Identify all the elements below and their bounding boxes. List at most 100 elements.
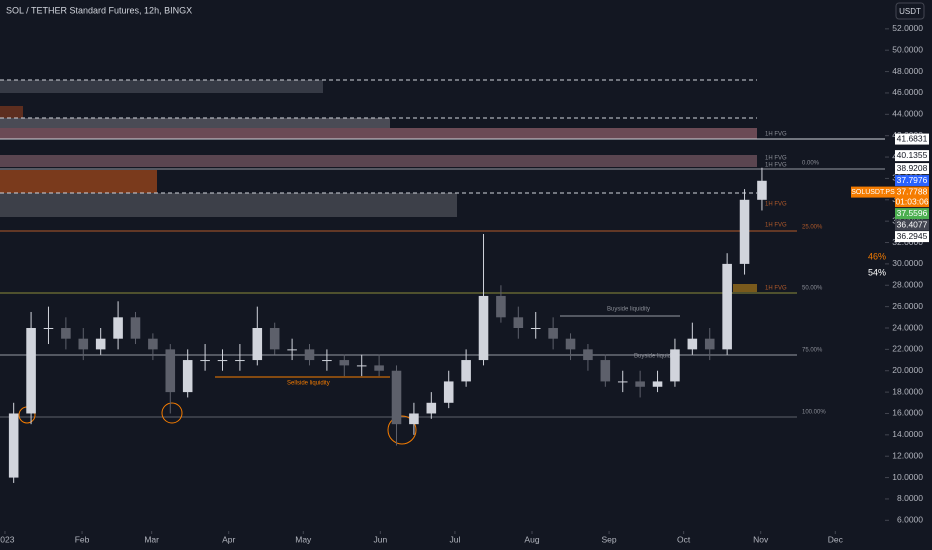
highlight-circle [161, 402, 183, 424]
y-tick-label: 24.0000 [892, 322, 923, 332]
annotation: Buyside liquidity [634, 354, 677, 360]
candle-body [8, 413, 19, 478]
price-marker-label: 37.7788 [897, 186, 928, 196]
candle-body [287, 349, 297, 351]
countdown: 01:03:06 [895, 196, 928, 206]
candle-body [235, 360, 245, 362]
x-tick-label: Jun [373, 534, 387, 544]
y-tick-label: 50.0000 [892, 44, 923, 54]
annotation: Sellside liquidity [287, 381, 330, 387]
price-marker [895, 231, 929, 243]
annotation: 0.00% [802, 161, 820, 167]
y-tick-label: 28.0000 [892, 280, 923, 290]
x-tick-label: Nov [753, 534, 769, 544]
x-tick-label: Mar [144, 534, 159, 544]
candle-body [95, 338, 106, 350]
zone [733, 284, 757, 292]
price-marker-label: 41.6831 [897, 133, 928, 143]
candle-body [409, 413, 419, 425]
candle-body [217, 360, 228, 362]
price-marker-label: 36.2945 [897, 231, 928, 241]
price-marker [895, 163, 929, 175]
price-marker-label: 38.9208 [897, 163, 928, 173]
chart-title: SOL / TETHER Standard Futures, 12h, BING… [6, 5, 192, 15]
price-marker-label: 40.1355 [897, 150, 928, 160]
x-tick-label: Oct [677, 534, 691, 544]
candle-body [583, 349, 593, 361]
sentiment-label: 46% [868, 251, 886, 261]
candle-body [339, 360, 350, 366]
zone [0, 118, 390, 128]
candle-body [722, 263, 732, 350]
candle-body [61, 328, 71, 339]
candle-body [269, 328, 280, 350]
x-tick-label: Aug [524, 534, 539, 544]
candle-body [356, 365, 367, 367]
candle-body [443, 381, 454, 403]
y-tick-label: 8.0000 [897, 493, 923, 503]
candle-body [200, 360, 210, 362]
symbol-tag-label: SOLUSDT.PS [851, 189, 895, 196]
candle-body [322, 360, 332, 362]
symbol-tag [851, 186, 895, 198]
x-tick-label: Sep [601, 534, 616, 544]
candle-body [757, 180, 767, 200]
x-tick-label: Apr [222, 534, 235, 544]
annotation: 1H FVG [765, 286, 787, 292]
candle-body [670, 349, 680, 382]
candle-body [565, 338, 576, 350]
candle-body [461, 360, 471, 382]
x-tick-label: Jul [449, 534, 460, 544]
highlight-circle [387, 415, 417, 445]
candle-body [374, 365, 384, 371]
price-marker [895, 150, 929, 162]
candle-body [687, 338, 698, 350]
y-tick-label: 14.0000 [892, 429, 923, 439]
y-tick-label: 48.0000 [892, 66, 923, 76]
currency[interactable]: USDT [899, 7, 921, 16]
price-marker [895, 219, 929, 231]
price-marker [895, 175, 929, 187]
y-tick-label: 12.0000 [892, 450, 923, 460]
annotation: 1H FVG [765, 163, 787, 169]
y-tick-label: 22.0000 [892, 344, 923, 354]
zone [0, 155, 757, 167]
y-tick-label: 44.0000 [892, 109, 923, 119]
candle-body [530, 328, 541, 330]
candle-body [600, 360, 611, 382]
candle-body [739, 199, 750, 264]
annotation: 1H FVG [765, 202, 787, 208]
candle-body [165, 349, 176, 393]
candle-body [43, 328, 54, 330]
price-marker-label: 36.4077 [897, 219, 928, 229]
candle-body [304, 349, 315, 361]
x-tick-label: Feb [75, 534, 90, 544]
x-tick-label: 2023 [0, 534, 15, 544]
annotation: Buyside liquidity [607, 307, 650, 313]
x-tick-label: May [295, 534, 312, 544]
annotation: 75.00% [802, 348, 823, 354]
candle-body [182, 360, 193, 393]
candle-body [496, 295, 506, 318]
candle-body [130, 317, 141, 339]
y-tick-label: 6.0000 [897, 515, 923, 525]
currency-button[interactable] [895, 2, 925, 20]
annotation: 1H FVG [765, 223, 787, 229]
zone [0, 193, 457, 217]
candle-body [617, 381, 628, 383]
candle-body [252, 328, 263, 361]
candle-body [635, 381, 645, 387]
annotation: 100.00% [802, 410, 826, 416]
price-marker [895, 133, 929, 145]
annotation: 50.00% [802, 286, 823, 292]
candle-body [26, 328, 36, 414]
candle-body [652, 381, 663, 387]
y-tick-label: 52.0000 [892, 23, 923, 33]
candle-body [78, 338, 89, 350]
zone [0, 106, 23, 118]
price-marker-label: 37.5596 [897, 208, 928, 218]
price-marker [895, 186, 929, 198]
annotation: 25.00% [802, 225, 823, 231]
price-axis [885, 0, 932, 550]
candle-body [426, 402, 437, 414]
